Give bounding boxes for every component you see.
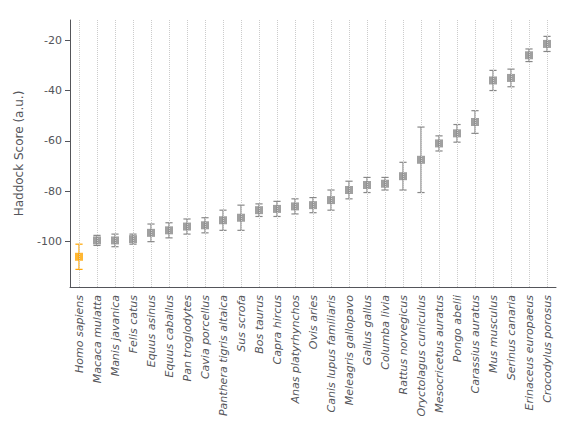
svg-text:Gallus gallus: Gallus gallus — [361, 295, 374, 365]
svg-text:Bos taurus: Bos taurus — [253, 295, 266, 354]
svg-text:Carassius auratus: Carassius auratus — [469, 295, 482, 394]
svg-text:-40: -40 — [44, 84, 62, 97]
svg-text:Erinaceus europaeus: Erinaceus europaeus — [523, 295, 536, 411]
svg-text:Cavia porcellus: Cavia porcellus — [199, 295, 212, 379]
svg-text:-20: -20 — [44, 34, 62, 47]
svg-text:Manis javanica: Manis javanica — [109, 295, 122, 377]
svg-text:Serinus canaria: Serinus canaria — [505, 295, 518, 381]
svg-text:Meleagris gallopavo: Meleagris gallopavo — [343, 295, 356, 405]
svg-text:Pan troglodytes: Pan troglodytes — [181, 295, 194, 382]
svg-text:Haddock Score (a.u.): Haddock Score (a.u.) — [12, 91, 26, 217]
svg-text:-60: -60 — [44, 134, 62, 147]
svg-text:Capra hircus: Capra hircus — [271, 295, 284, 365]
svg-text:Sus scrofa: Sus scrofa — [235, 295, 248, 352]
svg-text:Crocodylus porosus: Crocodylus porosus — [541, 295, 554, 403]
svg-text:Equus caballus: Equus caballus — [163, 295, 176, 378]
svg-text:Macaca mulatta: Macaca mulatta — [91, 295, 104, 383]
svg-text:Rattus norvegicus: Rattus norvegicus — [397, 295, 410, 395]
svg-text:Columba livia: Columba livia — [379, 295, 392, 370]
svg-text:Oryctolagus cuniculus: Oryctolagus cuniculus — [415, 295, 428, 417]
svg-text:-100: -100 — [37, 235, 62, 248]
svg-text:Equus asinus: Equus asinus — [145, 295, 158, 368]
svg-text:Mus musculus: Mus musculus — [487, 295, 500, 373]
svg-text:Anas platyrhynchos: Anas platyrhynchos — [289, 295, 302, 405]
svg-text:Panthera tigris altaica: Panthera tigris altaica — [217, 295, 230, 416]
svg-text:Canis lupus familiaris: Canis lupus familiaris — [325, 295, 338, 413]
svg-text:-80: -80 — [44, 185, 62, 198]
svg-text:Mesocricetus auratus: Mesocricetus auratus — [433, 295, 446, 413]
svg-text:Felis catus: Felis catus — [127, 295, 140, 354]
svg-text:Homo sapiens: Homo sapiens — [73, 295, 86, 373]
svg-text:Ovis aries: Ovis aries — [307, 295, 320, 350]
svg-text:Pongo abelii: Pongo abelii — [451, 295, 464, 362]
